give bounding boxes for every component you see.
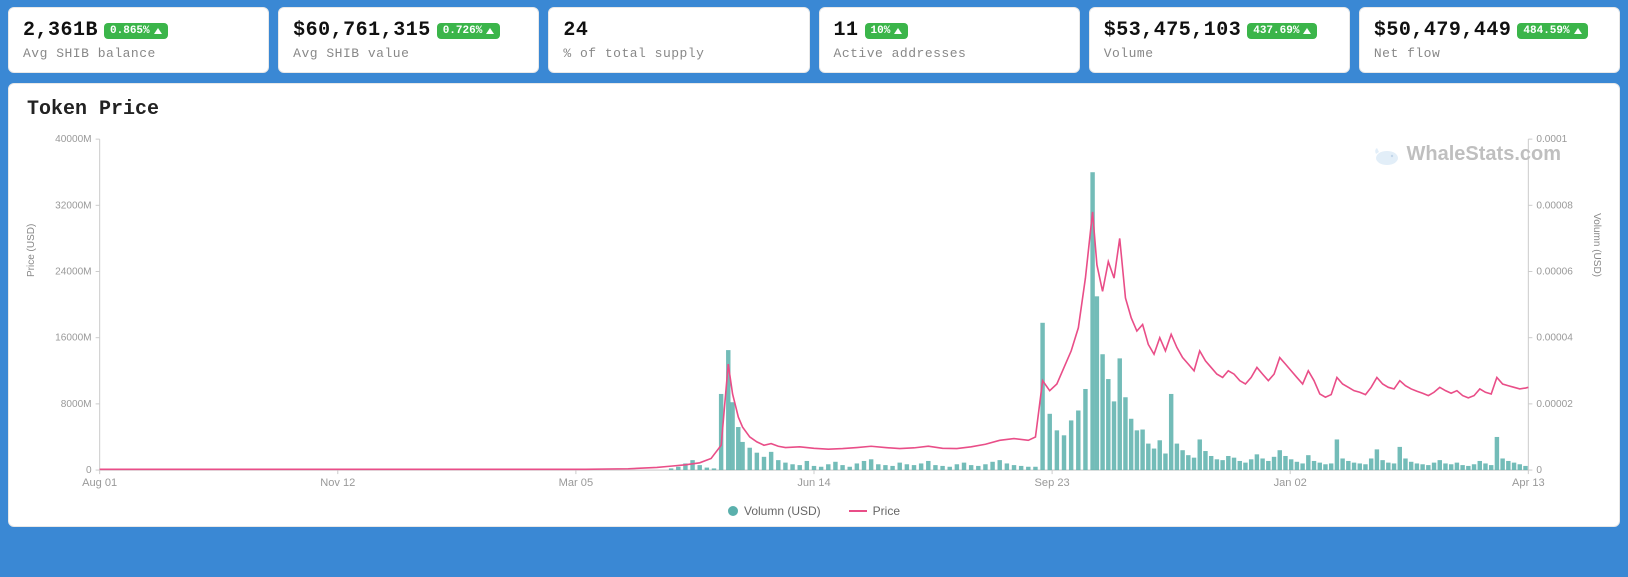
legend-item: Price xyxy=(849,504,900,518)
svg-text:Sep 23: Sep 23 xyxy=(1035,477,1070,489)
stat-change-badge: 0.726% xyxy=(437,23,501,39)
stat-label: Avg SHIB balance xyxy=(23,46,254,61)
stat-label: Avg SHIB value xyxy=(293,46,524,61)
chart-card: Token Price WhaleStats.com Price (USD) V… xyxy=(8,83,1620,527)
svg-text:Jan 02: Jan 02 xyxy=(1274,477,1307,489)
stat-label: % of total supply xyxy=(563,46,794,61)
svg-text:40000M: 40000M xyxy=(55,134,91,145)
stat-label: Active addresses xyxy=(834,46,1065,61)
svg-text:0.00002: 0.00002 xyxy=(1536,399,1573,410)
svg-text:8000M: 8000M xyxy=(61,399,92,410)
stat-value: 11 xyxy=(834,19,859,42)
legend-dot-icon xyxy=(728,506,738,516)
stat-change-badge: 10% xyxy=(865,23,909,39)
stat-value: $50,479,449 xyxy=(1374,19,1512,42)
svg-text:0.00004: 0.00004 xyxy=(1536,333,1573,344)
stat-value: 24 xyxy=(563,19,588,42)
stats-row: 2,361B 0.865% Avg SHIB balance $60,761,315 0… xyxy=(8,7,1620,73)
stat-change-badge: 0.865% xyxy=(104,23,168,39)
svg-text:0.00008: 0.00008 xyxy=(1536,200,1573,211)
legend-item: Volumn (USD) xyxy=(728,504,821,518)
svg-text:24000M: 24000M xyxy=(55,267,91,278)
stat-value: 2,361B xyxy=(23,19,98,42)
stat-card: 11 10% Active addresses xyxy=(819,7,1080,73)
chart-title: Token Price xyxy=(27,98,1601,121)
stat-card: $53,475,103 437.69% Volume xyxy=(1089,7,1350,73)
stat-label: Net flow xyxy=(1374,46,1605,61)
svg-text:32000M: 32000M xyxy=(55,200,91,211)
watermark-text: WhaleStats.com xyxy=(1407,143,1561,166)
stat-card: $60,761,315 0.726% Avg SHIB value xyxy=(278,7,539,73)
svg-text:Mar 05: Mar 05 xyxy=(559,477,593,489)
legend-label: Volumn (USD) xyxy=(744,504,821,518)
y-axis-label-right: Volumn (USD) xyxy=(1591,213,1602,277)
legend-line-icon xyxy=(849,510,867,512)
whale-icon xyxy=(1373,144,1401,166)
caret-up-icon xyxy=(894,28,902,34)
svg-text:0: 0 xyxy=(1536,465,1542,476)
stat-value: $53,475,103 xyxy=(1104,19,1242,42)
stat-label: Volume xyxy=(1104,46,1335,61)
caret-up-icon xyxy=(1303,28,1311,34)
stat-card: 24 % of total supply xyxy=(548,7,809,73)
svg-text:16000M: 16000M xyxy=(55,333,91,344)
chart-legend: Volumn (USD) Price xyxy=(27,504,1601,518)
svg-text:0: 0 xyxy=(86,465,92,476)
caret-up-icon xyxy=(154,28,162,34)
watermark: WhaleStats.com xyxy=(1373,143,1561,166)
y-axis-label-left: Price (USD) xyxy=(26,223,37,276)
stat-change-badge: 437.69% xyxy=(1247,23,1317,39)
stat-card: $50,479,449 484.59% Net flow xyxy=(1359,7,1620,73)
svg-text:Jun 14: Jun 14 xyxy=(797,477,830,489)
chart-plot-area: WhaleStats.com Price (USD) Volumn (USD) … xyxy=(27,125,1601,498)
stat-value: $60,761,315 xyxy=(293,19,431,42)
price-line xyxy=(100,212,1529,469)
legend-label: Price xyxy=(873,504,900,518)
volume-bars xyxy=(669,172,1528,470)
svg-text:0.00006: 0.00006 xyxy=(1536,267,1573,278)
svg-text:Nov 12: Nov 12 xyxy=(320,477,355,489)
stat-change-badge: 484.59% xyxy=(1517,23,1587,39)
stat-card: 2,361B 0.865% Avg SHIB balance xyxy=(8,7,269,73)
chart-svg: 0 8000M 16000M 24000M 32000M 40000M 0 0.00002 0.… xyxy=(27,125,1601,498)
svg-text:Apr 13: Apr 13 xyxy=(1512,477,1545,489)
svg-text:Aug 01: Aug 01 xyxy=(82,477,117,489)
caret-up-icon xyxy=(486,28,494,34)
caret-up-icon xyxy=(1574,28,1582,34)
